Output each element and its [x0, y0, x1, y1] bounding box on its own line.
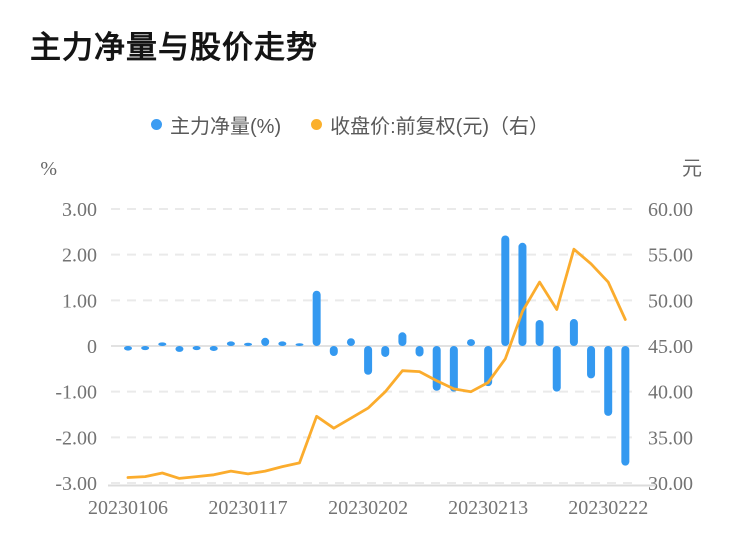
bar-main-net-volume — [141, 346, 150, 351]
legend-label-main-net-volume: 主力净量(%) — [170, 116, 282, 138]
bar-main-net-volume — [381, 346, 390, 357]
bar-main-net-volume — [449, 346, 458, 392]
right-axis-unit-label: 元 — [682, 158, 702, 180]
bar-main-net-volume — [587, 346, 596, 379]
left-axis-tick-label: 3.00 — [62, 199, 97, 221]
left-axis-unit-label: % — [40, 158, 57, 180]
x-axis-date-label: 20230117 — [208, 497, 287, 519]
right-axis-tick-label: 55.00 — [648, 245, 693, 267]
bar-main-net-volume — [569, 319, 578, 346]
bar-main-net-volume — [192, 346, 201, 351]
left-axis-tick-label: -3.00 — [55, 473, 97, 495]
left-axis-tick-label: -1.00 — [55, 382, 97, 404]
left-axis-tick-label: 0 — [87, 336, 97, 358]
legend-dot-orange-icon — [311, 119, 323, 130]
bar-main-net-volume — [398, 332, 407, 346]
legend-label-close-price: 收盘价:前复权(元)（右） — [330, 116, 549, 138]
legend: 主力净量(%) 收盘价:前复权(元)（右） — [0, 110, 700, 139]
bar-main-net-volume — [261, 337, 270, 346]
bar-main-net-volume — [346, 338, 355, 346]
bar-main-net-volume — [621, 346, 630, 466]
bar-main-net-volume — [604, 346, 613, 416]
bar-main-net-volume — [158, 342, 167, 346]
right-axis-tick-label: 60.00 — [648, 199, 693, 221]
bar-main-net-volume — [295, 343, 304, 346]
price-line — [126, 247, 627, 480]
bar-main-net-volume — [518, 242, 527, 346]
right-axis-tick-label: 45.00 — [648, 336, 693, 358]
bar-main-net-volume — [535, 319, 544, 346]
bar-main-net-volume — [278, 341, 287, 346]
left-axis-tick-label: 2.00 — [62, 245, 97, 267]
bar-main-net-volume — [329, 346, 338, 357]
x-axis-date-label: 20230222 — [568, 497, 648, 519]
left-axis-tick-label: 1.00 — [62, 290, 97, 312]
left-axis-tick-label: -2.00 — [55, 427, 97, 449]
legend-item-main-net-volume[interactable]: 主力净量(%) — [151, 110, 281, 139]
bar-main-net-volume — [124, 346, 132, 351]
bar-main-net-volume — [484, 346, 493, 387]
bar-main-net-volume — [226, 341, 235, 346]
x-axis-date-label: 20230213 — [448, 497, 528, 519]
bar-main-net-volume — [209, 346, 218, 352]
bar-main-net-volume — [501, 235, 510, 346]
x-axis-date-label: 20230106 — [88, 497, 168, 519]
bar-main-net-volume — [175, 346, 184, 352]
bar-main-net-volume — [312, 290, 321, 346]
legend-item-close-price[interactable]: 收盘价:前复权(元)（右） — [311, 110, 549, 139]
bar-main-net-volume — [432, 346, 441, 391]
right-axis-tick-label: 30.00 — [648, 473, 693, 495]
legend-dot-blue-icon — [151, 119, 162, 130]
bar-main-net-volume — [552, 346, 561, 392]
page-title: 主力净量与股价走势 — [30, 30, 318, 65]
right-axis-tick-label: 50.00 — [648, 290, 693, 312]
right-axis-tick-label: 40.00 — [648, 382, 693, 404]
bar-main-net-volume — [467, 339, 475, 346]
x-axis-date-label: 20230202 — [328, 497, 408, 519]
bar-main-net-volume — [244, 342, 253, 346]
bar-main-net-volume — [415, 346, 424, 357]
right-axis-tick-label: 35.00 — [648, 427, 693, 449]
bar-main-net-volume — [364, 346, 373, 375]
